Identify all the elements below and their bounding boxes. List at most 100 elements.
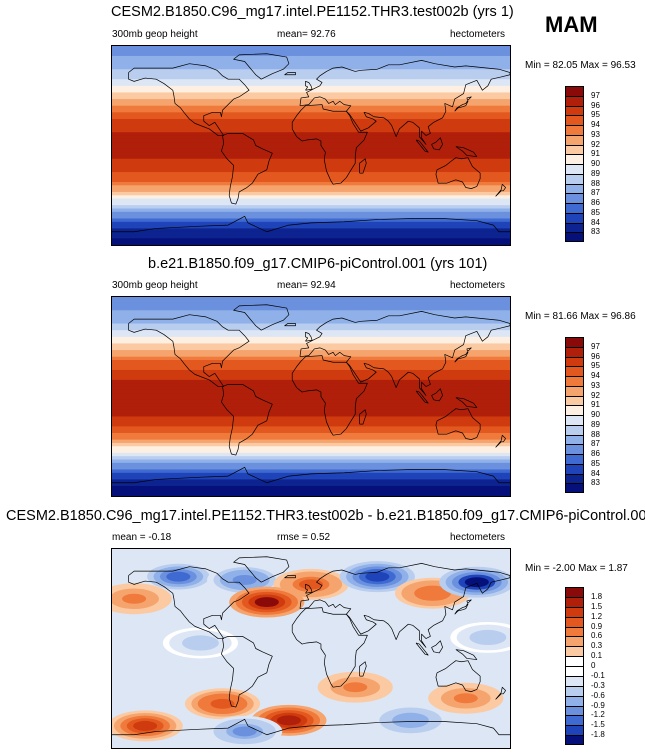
lat-band <box>112 95 510 100</box>
coastline-north-america <box>129 567 250 639</box>
colorbar-swatch <box>565 376 584 386</box>
colorbar-tick-label: -1.5 <box>591 720 605 730</box>
coastline-antarctica <box>112 719 510 734</box>
colorbar-tick-label: 83 <box>591 227 600 237</box>
panel2-minmax-label: Min = 81.66 Max = 96.86 <box>525 311 636 322</box>
lat-band <box>112 363 510 368</box>
lat-band <box>112 112 510 117</box>
lat-band <box>112 449 510 454</box>
lat-band <box>112 479 510 484</box>
lat-band <box>112 310 510 315</box>
panel3-colorbar <box>565 587 584 745</box>
coastline-borneo <box>432 138 443 150</box>
colorbar-tick-label: -1.8 <box>591 730 605 740</box>
coastline-greenland <box>234 54 289 79</box>
lat-band <box>112 175 510 180</box>
lat-band <box>112 389 510 394</box>
lat-band <box>112 482 510 487</box>
lat-band <box>112 350 510 354</box>
lat-band <box>112 323 510 328</box>
colorbar-swatch <box>565 444 584 454</box>
colorbar-tick-label: 92 <box>591 139 600 149</box>
colorbar-tick-label: 93 <box>591 129 600 139</box>
colorbar-swatch <box>565 636 584 647</box>
lat-band <box>112 346 510 351</box>
colorbar-tick-label: -0.3 <box>591 680 605 690</box>
lat-band <box>112 492 510 496</box>
panel3-title: CESM2.B1850.C96_mg17.intel.PE1152.THR3.t… <box>6 508 645 524</box>
lat-band <box>112 109 510 113</box>
lat-band <box>112 218 510 223</box>
colorbar-tick-label: 87 <box>591 188 600 198</box>
lat-band <box>112 413 510 417</box>
coastline-north-america <box>129 64 250 136</box>
colorbar-swatch <box>565 222 584 233</box>
anomaly-contour <box>398 715 423 726</box>
colorbar-swatch <box>565 203 584 213</box>
coastline-africa <box>292 608 367 688</box>
lat-band <box>112 198 510 203</box>
colorbar-swatch <box>565 173 584 184</box>
anomaly-contour <box>420 588 445 599</box>
coastline-japan <box>455 348 472 362</box>
lat-band <box>112 188 510 193</box>
lat-band <box>112 221 510 226</box>
colorbar-tick-label: 84 <box>591 217 600 227</box>
coastline-britain <box>305 81 312 90</box>
panel3-heatmap <box>112 549 510 748</box>
coastline-new-guinea <box>456 147 477 157</box>
colorbar-tick-label: 90 <box>591 410 600 419</box>
coastline-eurasia <box>300 563 510 647</box>
colorbar-swatch <box>565 105 584 116</box>
colorbar-tick-label: 85 <box>591 458 600 468</box>
lat-band <box>112 135 510 140</box>
lat-band <box>112 46 510 50</box>
panel1-map <box>111 45 511 246</box>
lat-band <box>112 99 510 103</box>
colorbar-swatch <box>565 463 584 474</box>
panel1-minmax-label: Min = 82.05 Max = 96.53 <box>525 60 636 71</box>
colorbar-swatch <box>565 95 584 106</box>
lat-band <box>112 429 510 434</box>
lat-band <box>112 456 510 460</box>
colorbar-swatch <box>565 405 584 415</box>
colorbar-swatch <box>565 183 584 194</box>
lat-band <box>112 79 510 83</box>
colorbar-swatch <box>565 473 584 484</box>
colorbar-swatch <box>565 616 584 627</box>
lat-band <box>112 241 510 245</box>
coastline-greenland <box>234 557 289 582</box>
lat-band <box>112 132 510 136</box>
colorbar-swatch <box>565 587 584 597</box>
lat-band <box>112 82 510 87</box>
colorbar-tick-label: 85 <box>591 207 600 217</box>
colorbar-swatch <box>565 385 584 396</box>
lat-band <box>112 148 510 153</box>
colorbar-tick-label: 83 <box>591 478 600 488</box>
lat-band <box>112 128 510 133</box>
lat-band <box>112 316 510 321</box>
lat-band <box>112 92 510 97</box>
colorbar-swatch <box>565 125 584 135</box>
colorbar-tick-label: 97 <box>591 341 600 351</box>
colorbar-swatch <box>565 705 584 716</box>
lat-band <box>112 369 510 374</box>
lat-band <box>112 185 510 190</box>
panel1-mean-label: mean= 92.76 <box>277 29 336 40</box>
colorbar-tick-label: 86 <box>591 449 600 458</box>
lat-band <box>112 423 510 427</box>
coastline-japan <box>455 97 472 111</box>
panel1-units-label: hectometers <box>450 29 506 40</box>
colorbar-swatch <box>565 395 584 406</box>
colorbar-tick-label: -0.6 <box>591 690 605 700</box>
lat-band <box>112 439 510 444</box>
lat-band <box>112 238 510 243</box>
lat-band <box>112 49 510 54</box>
colorbar-tick-label: 97 <box>591 90 600 100</box>
lat-band <box>112 366 510 371</box>
lat-band <box>112 313 510 318</box>
colorbar-tick-label: -1.2 <box>591 710 605 720</box>
coastline-sumatra <box>416 391 428 403</box>
colorbar-tick-label: 0.3 <box>591 641 603 651</box>
lat-band <box>112 228 510 233</box>
